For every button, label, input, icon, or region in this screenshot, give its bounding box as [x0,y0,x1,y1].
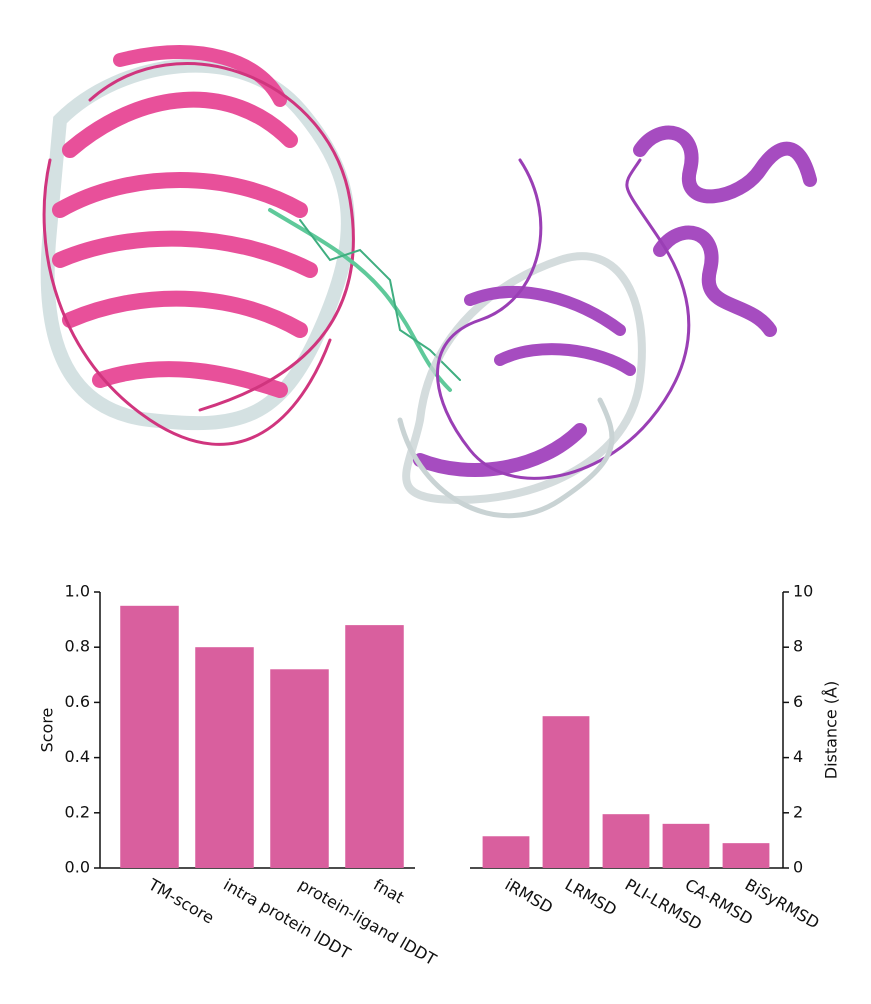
bar [195,647,254,868]
y-tick-label: 1.0 [65,582,90,601]
y-tick-label: 0.4 [65,747,90,766]
bar [542,716,590,868]
x-tick-label: TM-score [144,874,217,927]
x-tick-label: intra protein lDDT [220,875,354,963]
y-tick-label: 0 [793,858,803,877]
y-tick-label: 4 [793,747,803,766]
x-tick-label: protein-ligand lDDT [295,875,440,969]
y-tick-label: 0.6 [65,692,90,711]
y-axis-label: Distance (Å) [822,681,841,779]
bar [482,836,530,868]
y-axis-label: Score [38,708,57,753]
bar [345,625,404,868]
y-tick-label: 10 [793,582,813,601]
y-tick-label: 2 [793,802,803,821]
y-tick-label: 0.0 [65,858,90,877]
y-tick-label: 0.2 [65,802,90,821]
x-tick-label: LRMSD [562,875,620,920]
bar [602,814,650,868]
protein-structure [40,45,817,519]
x-tick-label: BiSyRMSD [742,875,823,933]
bar [270,669,329,868]
bar [662,823,710,868]
y-tick-label: 8 [793,637,803,656]
y-tick-label: 0.8 [65,637,90,656]
y-tick-label: 6 [793,692,803,711]
bar [120,605,179,868]
bar [722,843,770,868]
x-tick-label: iRMSD [502,875,556,917]
x-tick-label: fnat [370,875,407,907]
